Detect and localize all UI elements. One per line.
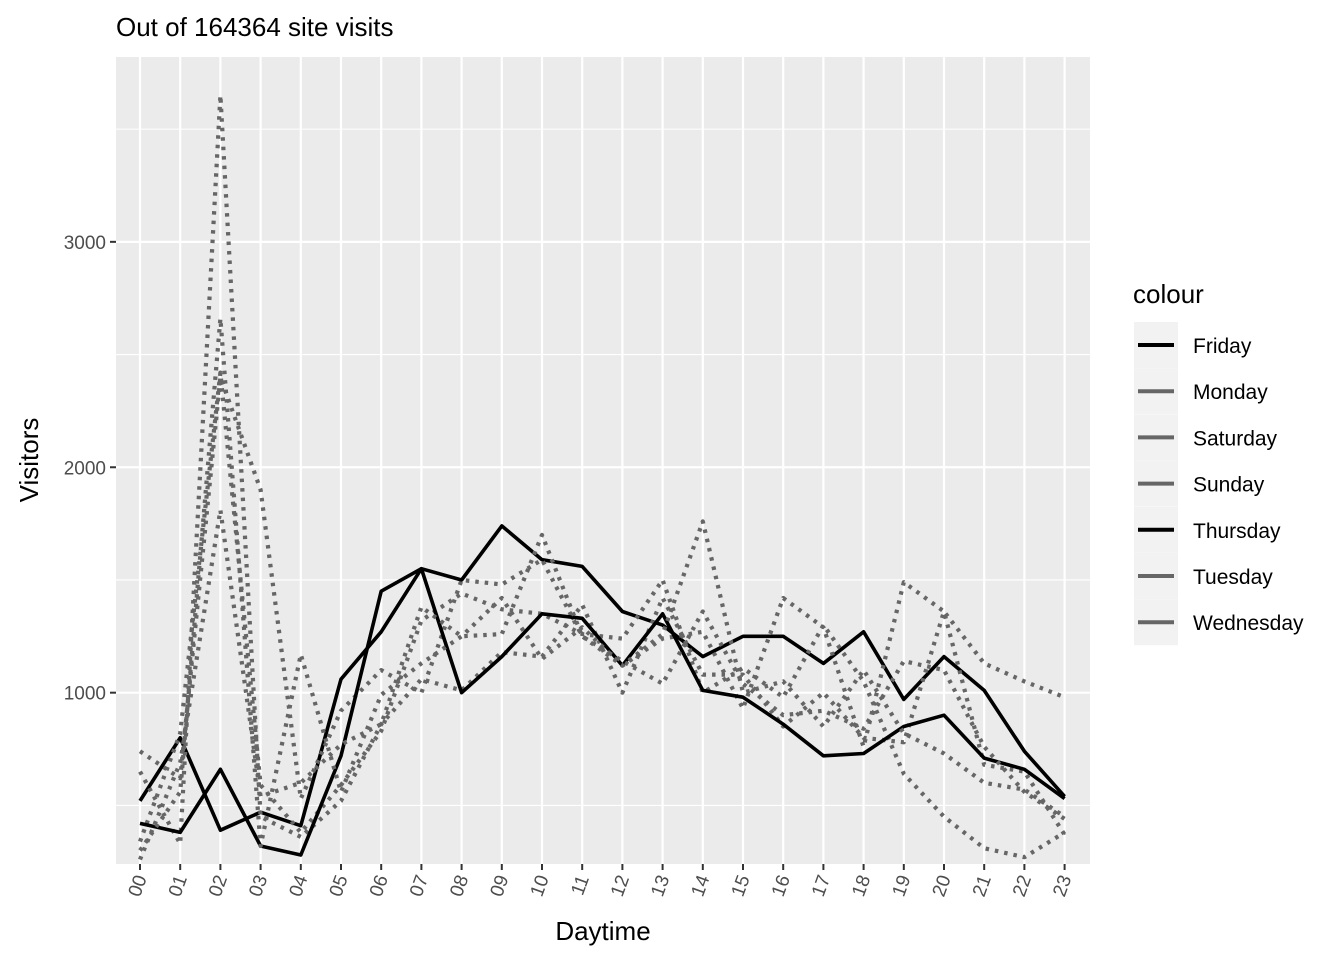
x-tick-label: 12 — [607, 873, 634, 900]
x-tick-label: 20 — [929, 873, 956, 900]
x-tick-label: 17 — [808, 873, 835, 900]
x-axis-title: Daytime — [555, 916, 650, 946]
x-tick-label: 18 — [848, 873, 875, 900]
x-tick-label: 03 — [245, 873, 272, 900]
series-line-saturday — [138, 375, 1067, 836]
legend-label-monday: Monday — [1193, 381, 1268, 404]
x-tick-label: 04 — [286, 872, 313, 899]
x-tick-label: 09 — [487, 873, 514, 900]
x-tick-label: 02 — [205, 873, 232, 900]
legend-label-saturday: Saturday — [1193, 427, 1278, 450]
series-line-thursday — [139, 566, 1066, 857]
legend-items: Friday Monday Saturday Sunday Thursday Tuesda… — [1134, 322, 1304, 646]
x-axis: 00 01 02 03 04 05 06 07 08 09 10 11 12 13 14 15 16 17 18 19… — [125, 864, 1076, 900]
series-line-wednesday — [138, 508, 1066, 861]
x-tick-label: 06 — [366, 873, 393, 900]
legend-label-thursday: Thursday — [1193, 520, 1281, 543]
legend-label-friday: Friday — [1193, 335, 1252, 358]
y-axis-title: Visitors — [14, 418, 44, 503]
x-tick-label: 00 — [125, 873, 152, 900]
legend: colour Friday Monday Saturday Sunday Thursda… — [1133, 279, 1304, 646]
legend-label-sunday: Sunday — [1193, 474, 1265, 497]
y-tick-label: 3000 — [64, 233, 106, 254]
chart-title: Out of 164364 site visits — [116, 12, 393, 42]
x-tick-label: 01 — [165, 873, 192, 900]
x-tick-label: 22 — [1009, 873, 1036, 900]
y-tick-label: 2000 — [64, 458, 106, 479]
x-tick-label: 10 — [527, 873, 554, 900]
y-tick-label: 1000 — [64, 684, 106, 705]
x-tick-label: 23 — [1049, 873, 1076, 900]
y-axis: 1000 2000 3000 — [64, 233, 116, 705]
x-tick-label: 14 — [688, 872, 715, 899]
legend-label-tuesday: Tuesday — [1193, 566, 1273, 589]
x-tick-label: 21 — [969, 873, 996, 900]
x-tick-label: 15 — [728, 873, 755, 900]
x-tick-label: 05 — [326, 873, 353, 900]
grid-minor — [116, 128, 1090, 806]
x-tick-label: 19 — [889, 873, 916, 900]
x-tick-label: 13 — [647, 873, 674, 900]
x-tick-label: 11 — [567, 873, 593, 899]
series-layer — [138, 93, 1067, 861]
x-tick-label: 07 — [406, 873, 433, 900]
series-line-sunday — [138, 370, 1066, 860]
legend-label-wednesday: Wednesday — [1193, 612, 1304, 635]
plot-panel — [116, 57, 1090, 864]
x-tick-label: 08 — [446, 873, 473, 900]
legend-title: colour — [1133, 279, 1204, 309]
x-tick-label: 16 — [768, 873, 795, 900]
